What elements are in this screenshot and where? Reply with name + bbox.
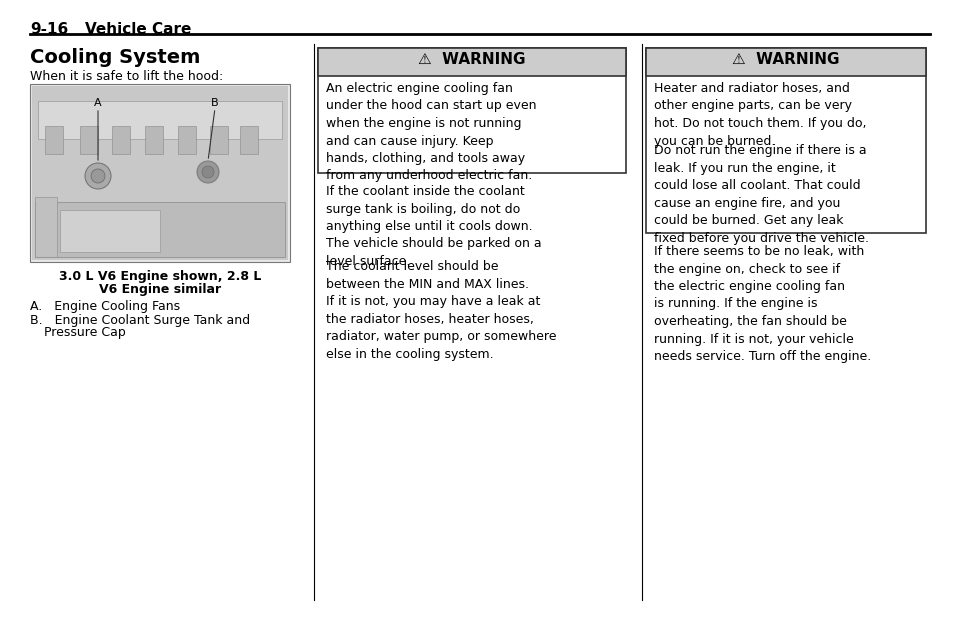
Text: If there seems to be no leak, with
the engine on, check to see if
the electric e: If there seems to be no leak, with the e…: [654, 245, 870, 363]
Circle shape: [196, 161, 219, 183]
Text: ⚠  WARNING: ⚠ WARNING: [732, 52, 839, 67]
Text: Heater and radiator hoses, and
other engine parts, can be very
hot. Do not touch: Heater and radiator hoses, and other eng…: [654, 82, 865, 147]
Text: An electric engine cooling fan
under the hood can start up even
when the engine : An electric engine cooling fan under the…: [326, 82, 536, 182]
Text: B: B: [211, 98, 218, 108]
Bar: [112, 126, 130, 154]
Bar: [32, 86, 288, 260]
Text: A.   Engine Cooling Fans: A. Engine Cooling Fans: [30, 300, 180, 313]
Text: A: A: [94, 98, 102, 108]
Circle shape: [202, 166, 213, 178]
Bar: [30, 84, 290, 262]
Bar: [35, 202, 285, 257]
Bar: [45, 126, 63, 154]
Bar: [317, 48, 625, 173]
Bar: [35, 197, 57, 257]
Bar: [240, 126, 257, 154]
Bar: [145, 126, 163, 154]
Text: If the coolant inside the coolant
surge tank is boiling, do not do
anything else: If the coolant inside the coolant surge …: [326, 185, 541, 268]
Text: When it is safe to lift the hood:: When it is safe to lift the hood:: [30, 70, 223, 83]
Bar: [645, 48, 925, 233]
Bar: [60, 210, 160, 252]
Text: V6 Engine similar: V6 Engine similar: [99, 283, 221, 296]
Text: Vehicle Care: Vehicle Care: [85, 22, 192, 37]
Text: B.   Engine Coolant Surge Tank and: B. Engine Coolant Surge Tank and: [30, 314, 250, 327]
Circle shape: [85, 163, 111, 189]
Text: Cooling System: Cooling System: [30, 48, 200, 67]
Text: Pressure Cap: Pressure Cap: [44, 326, 126, 339]
Bar: [80, 126, 98, 154]
Bar: [38, 101, 282, 139]
Bar: [317, 48, 625, 76]
Bar: [178, 126, 195, 154]
Text: 3.0 L V6 Engine shown, 2.8 L: 3.0 L V6 Engine shown, 2.8 L: [59, 270, 261, 283]
Bar: [645, 48, 925, 76]
Text: Do not run the engine if there is a
leak. If you run the engine, it
could lose a: Do not run the engine if there is a leak…: [654, 144, 868, 245]
Bar: [210, 126, 228, 154]
Circle shape: [91, 169, 105, 183]
Text: The coolant level should be
between the MIN and MAX lines.
If it is not, you may: The coolant level should be between the …: [326, 260, 556, 360]
Text: 9-16: 9-16: [30, 22, 69, 37]
Text: ⚠  WARNING: ⚠ WARNING: [417, 52, 525, 67]
